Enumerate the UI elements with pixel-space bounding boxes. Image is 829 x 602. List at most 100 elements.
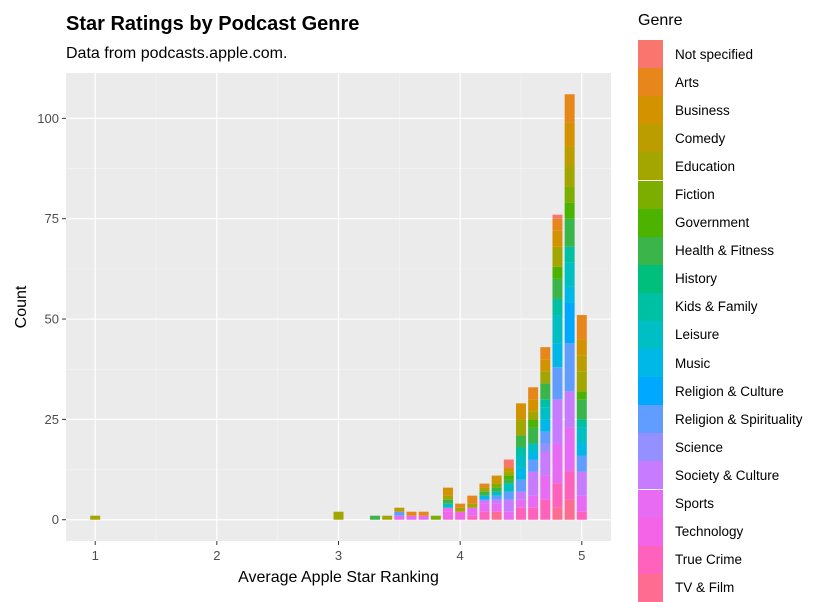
bar-segment (503, 471, 514, 476)
legend-label: History (675, 271, 718, 287)
bar-segment (528, 419, 539, 428)
chart-title: Star Ratings by Podcast Genre (66, 13, 360, 35)
bar-segment (564, 343, 575, 392)
bar-segment (479, 511, 490, 520)
bar-segment (503, 479, 514, 484)
legend-label: Arts (675, 74, 700, 90)
legend-item: Health & Fitness (638, 236, 803, 265)
legend-label: Science (675, 439, 724, 455)
bar-segment (503, 499, 514, 512)
bar-segment (455, 507, 466, 512)
bar-segment (540, 359, 551, 372)
bar-segment (515, 499, 526, 508)
bar-segment (564, 286, 575, 303)
bar-segment (564, 122, 575, 147)
bar-segment (442, 499, 453, 504)
bar-segment (406, 515, 417, 520)
legend-item: Arts (638, 68, 803, 97)
y-tick-label: 25 (45, 412, 59, 427)
bar-segment (540, 419, 551, 432)
legend-title: Genre (638, 12, 683, 29)
bar-segment (430, 515, 441, 520)
legend-label: Government (675, 215, 750, 231)
legend-label: Comedy (675, 130, 726, 146)
bar-segment (382, 515, 393, 520)
bar-segment (503, 491, 514, 500)
bar-segment (552, 443, 563, 484)
legend-key (638, 236, 663, 265)
bar-segment (540, 431, 551, 444)
bar-segment (564, 262, 575, 287)
bar-segment (576, 455, 587, 472)
bar-segment (564, 202, 575, 219)
bar-segment (503, 483, 514, 492)
legend-label: True Crime (675, 552, 743, 568)
bar-segment (528, 471, 539, 496)
bar-segment (442, 507, 453, 512)
bar-segment (576, 495, 587, 512)
bar-segment (528, 411, 539, 420)
bar-segment (479, 495, 490, 500)
legend-item: Government (638, 208, 803, 237)
bar-segment (540, 443, 551, 452)
bar-segment (564, 302, 575, 344)
legend-key (638, 292, 663, 321)
bar-segment (564, 146, 575, 167)
legend-item: Religion & Culture (638, 377, 803, 406)
bar-segment (467, 515, 478, 520)
bar-segment (479, 483, 490, 488)
legend-label: Not specified (675, 46, 754, 62)
legend-key (638, 124, 663, 153)
bar-segment (515, 447, 526, 456)
legend-key (638, 545, 663, 574)
bar-segment (394, 511, 405, 516)
bar-segment (333, 511, 344, 520)
bar-segment (528, 427, 539, 444)
bar-segment (528, 451, 539, 460)
y-axis-title: Count (13, 285, 30, 328)
legend-label: Sports (675, 496, 715, 512)
bar-segment (442, 511, 453, 520)
x-tick-label: 2 (213, 548, 220, 563)
bar-segment (394, 507, 405, 512)
bar-segment (515, 403, 526, 420)
legend-key (638, 320, 663, 349)
bar-segment (491, 495, 502, 500)
bar-segment (552, 507, 563, 520)
legend-items: Not specified Arts Business Comedy Education… (638, 40, 803, 602)
bar-segment (564, 391, 575, 428)
legend-item: Education (638, 152, 803, 181)
bar-segment (503, 475, 514, 480)
bar-segment (552, 266, 563, 279)
legend-item: True Crime (638, 545, 803, 574)
legend-item: TV & Film (638, 573, 803, 602)
y-tick-label: 50 (45, 312, 59, 327)
bar-segment (491, 503, 502, 512)
legend-item: Fiction (638, 180, 803, 209)
legend-item: Not specified (638, 40, 803, 69)
legend-key (638, 489, 663, 518)
bar-segment (491, 487, 502, 492)
bar-segment (479, 487, 490, 492)
bar-segment (370, 515, 380, 520)
bar-segment (540, 475, 551, 500)
bar-segment (491, 511, 502, 520)
bar-segment (418, 515, 429, 520)
legend-label: Society & Culture (675, 467, 780, 483)
legend-item: Kids & Family (638, 292, 803, 321)
legend-key (638, 40, 663, 69)
bar-segment (540, 383, 551, 400)
x-tick-label: 3 (335, 548, 342, 563)
bar-segment (576, 399, 587, 420)
bar-segment (552, 367, 563, 400)
bar-segment (455, 503, 466, 508)
bar-segment (564, 246, 575, 263)
bar-segment (503, 467, 514, 472)
legend-key (638, 377, 663, 406)
bar-segment (455, 511, 466, 520)
legend-label: Business (675, 102, 730, 118)
x-tick-label: 1 (92, 548, 99, 563)
bar-segment (528, 443, 539, 452)
legend-label: Health & Fitness (675, 243, 775, 259)
